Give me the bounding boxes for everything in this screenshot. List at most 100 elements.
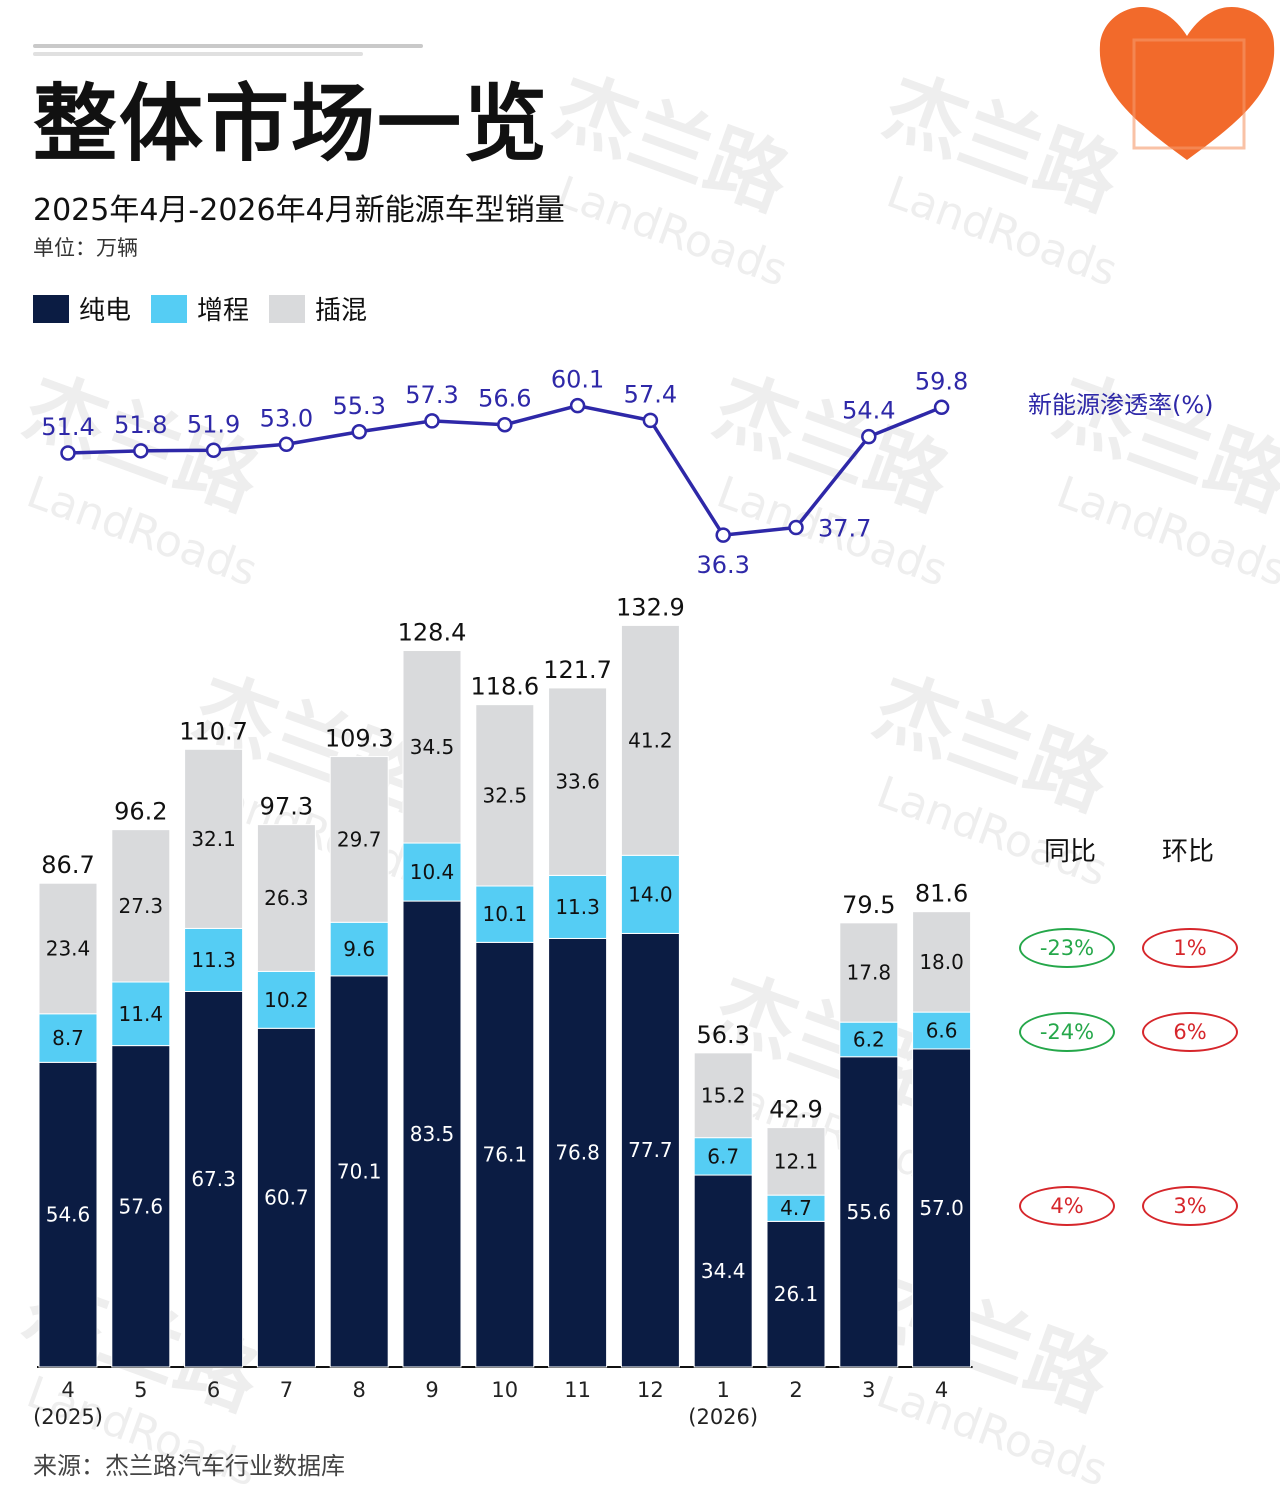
bar-segment bbox=[693, 1052, 753, 1139]
bar-segment bbox=[766, 1220, 826, 1368]
legend-swatch-bev bbox=[33, 294, 69, 323]
segment-value-label: 32.5 bbox=[483, 783, 528, 807]
bar-segment bbox=[475, 704, 535, 887]
segment-value-label: 41.2 bbox=[628, 728, 673, 752]
penetration-point bbox=[497, 416, 513, 433]
penetration-value-label: 53.0 bbox=[260, 404, 313, 432]
bar-segment bbox=[38, 1061, 98, 1368]
segment-value-label: 34.5 bbox=[410, 735, 455, 759]
bar-segment bbox=[766, 1194, 826, 1222]
bar-segment bbox=[184, 927, 244, 992]
segment-value-label: 77.7 bbox=[628, 1138, 673, 1162]
x-tick-label: 8 bbox=[353, 1378, 366, 1402]
bar-segment bbox=[693, 1174, 753, 1368]
bar-segment bbox=[38, 882, 98, 1015]
segment-value-label: 33.6 bbox=[555, 770, 600, 794]
bar-segment bbox=[402, 900, 462, 1368]
x-tick-label: 11 bbox=[564, 1378, 591, 1402]
legend-item-phev: 插混 bbox=[269, 290, 367, 327]
segment-value-label: 57.6 bbox=[119, 1194, 164, 1218]
segment-value-label: 57.0 bbox=[919, 1196, 964, 1220]
bar-total-label: 132.9 bbox=[616, 593, 685, 621]
bar-total-label: 96.2 bbox=[114, 798, 167, 826]
penetration-value-label: 57.3 bbox=[405, 381, 458, 409]
bar-segment bbox=[620, 624, 680, 856]
segment-value-label: 17.8 bbox=[847, 960, 892, 984]
bar-segment bbox=[912, 1048, 972, 1368]
erev-mom-badge: 6% bbox=[1142, 1012, 1238, 1052]
x-tick-label: 10 bbox=[491, 1378, 518, 1402]
segment-value-label: 32.1 bbox=[191, 827, 236, 851]
bar-total-label: 79.5 bbox=[842, 891, 895, 919]
x-year-label: (2026) bbox=[688, 1405, 758, 1429]
segment-value-label: 11.4 bbox=[119, 1002, 164, 1026]
segment-value-label: 10.1 bbox=[483, 902, 528, 926]
segment-value-label: 4.7 bbox=[780, 1196, 812, 1220]
segment-value-label: 6.2 bbox=[853, 1027, 885, 1051]
bev-mom-badge: 3% bbox=[1142, 1186, 1238, 1226]
segment-value-label: 29.7 bbox=[337, 827, 382, 851]
x-tick-label: 9 bbox=[425, 1378, 438, 1402]
x-tick-label: 3 bbox=[862, 1378, 875, 1402]
chart-subtitle: 2025年4月-2026年4月新能源车型销量 bbox=[33, 193, 565, 228]
bar-total-label: 128.4 bbox=[398, 619, 467, 647]
bar-segment bbox=[839, 1056, 899, 1368]
bar-segment bbox=[912, 911, 972, 1013]
bar-segment bbox=[256, 824, 316, 972]
penetration-point bbox=[933, 399, 950, 416]
yoy-header: 同比 bbox=[1044, 837, 1097, 867]
bar-total-label: 81.6 bbox=[915, 880, 968, 908]
bar-segment bbox=[402, 650, 462, 844]
legend: 纯电 增程 插混 bbox=[33, 290, 387, 327]
x-tick-label: 5 bbox=[134, 1378, 147, 1402]
segment-value-label: 11.3 bbox=[555, 895, 600, 919]
penetration-value-label: 59.8 bbox=[915, 367, 968, 395]
segment-value-label: 83.5 bbox=[410, 1122, 455, 1146]
bar-total-label: 56.3 bbox=[696, 1021, 749, 1049]
status-bar-remnant bbox=[33, 38, 423, 60]
bar-total-label: 42.9 bbox=[769, 1096, 822, 1124]
segment-value-label: 6.7 bbox=[707, 1144, 739, 1168]
penetration-point bbox=[351, 424, 367, 440]
penetration-value-label: 51.9 bbox=[187, 410, 240, 438]
penetration-point bbox=[133, 443, 149, 459]
bar-total-label: 97.3 bbox=[260, 793, 313, 821]
segment-value-label: 12.1 bbox=[774, 1149, 819, 1173]
bar-segment bbox=[839, 922, 899, 1023]
segment-value-label: 76.8 bbox=[555, 1141, 600, 1165]
bar-segment bbox=[329, 975, 389, 1368]
segment-value-label: 27.3 bbox=[119, 894, 164, 918]
segment-value-label: 10.4 bbox=[410, 860, 455, 884]
bar-total-label: 109.3 bbox=[325, 725, 394, 753]
segment-value-label: 11.3 bbox=[191, 948, 236, 972]
bar-segment bbox=[184, 748, 244, 929]
legend-label-phev: 插混 bbox=[315, 296, 368, 326]
bar-total-label: 118.6 bbox=[470, 673, 539, 701]
phev-yoy-badge: -23% bbox=[1019, 928, 1115, 968]
penetration-point bbox=[642, 412, 659, 429]
bar-segment bbox=[38, 1013, 98, 1063]
segment-value-label: 23.4 bbox=[46, 937, 91, 961]
legend-swatch-phev bbox=[269, 294, 306, 323]
bar-total-label: 110.7 bbox=[179, 717, 248, 745]
penetration-point bbox=[569, 397, 586, 414]
penetration-value-label: 51.8 bbox=[114, 411, 167, 439]
bev-yoy-badge: 4% bbox=[1019, 1186, 1115, 1226]
segment-value-label: 70.1 bbox=[337, 1159, 382, 1183]
x-tick-label: 4 bbox=[61, 1378, 74, 1402]
penetration-point bbox=[205, 442, 222, 459]
penetration-value-label: 54.4 bbox=[842, 397, 895, 425]
bar-segment bbox=[839, 1021, 899, 1058]
legend-label-erev: 增程 bbox=[197, 296, 250, 326]
penetration-point bbox=[424, 413, 440, 429]
penetration-value-label: 36.3 bbox=[696, 551, 749, 579]
bar-total-label: 121.7 bbox=[543, 656, 612, 684]
segment-value-label: 15.2 bbox=[701, 1083, 746, 1107]
bar-segment bbox=[620, 854, 680, 934]
bar-segment bbox=[548, 687, 608, 876]
bar-segment bbox=[256, 1027, 316, 1368]
unit-label: 单位：万辆 bbox=[33, 236, 138, 260]
x-tick-label: 7 bbox=[280, 1378, 293, 1402]
penetration-value-label: 56.6 bbox=[478, 385, 531, 413]
